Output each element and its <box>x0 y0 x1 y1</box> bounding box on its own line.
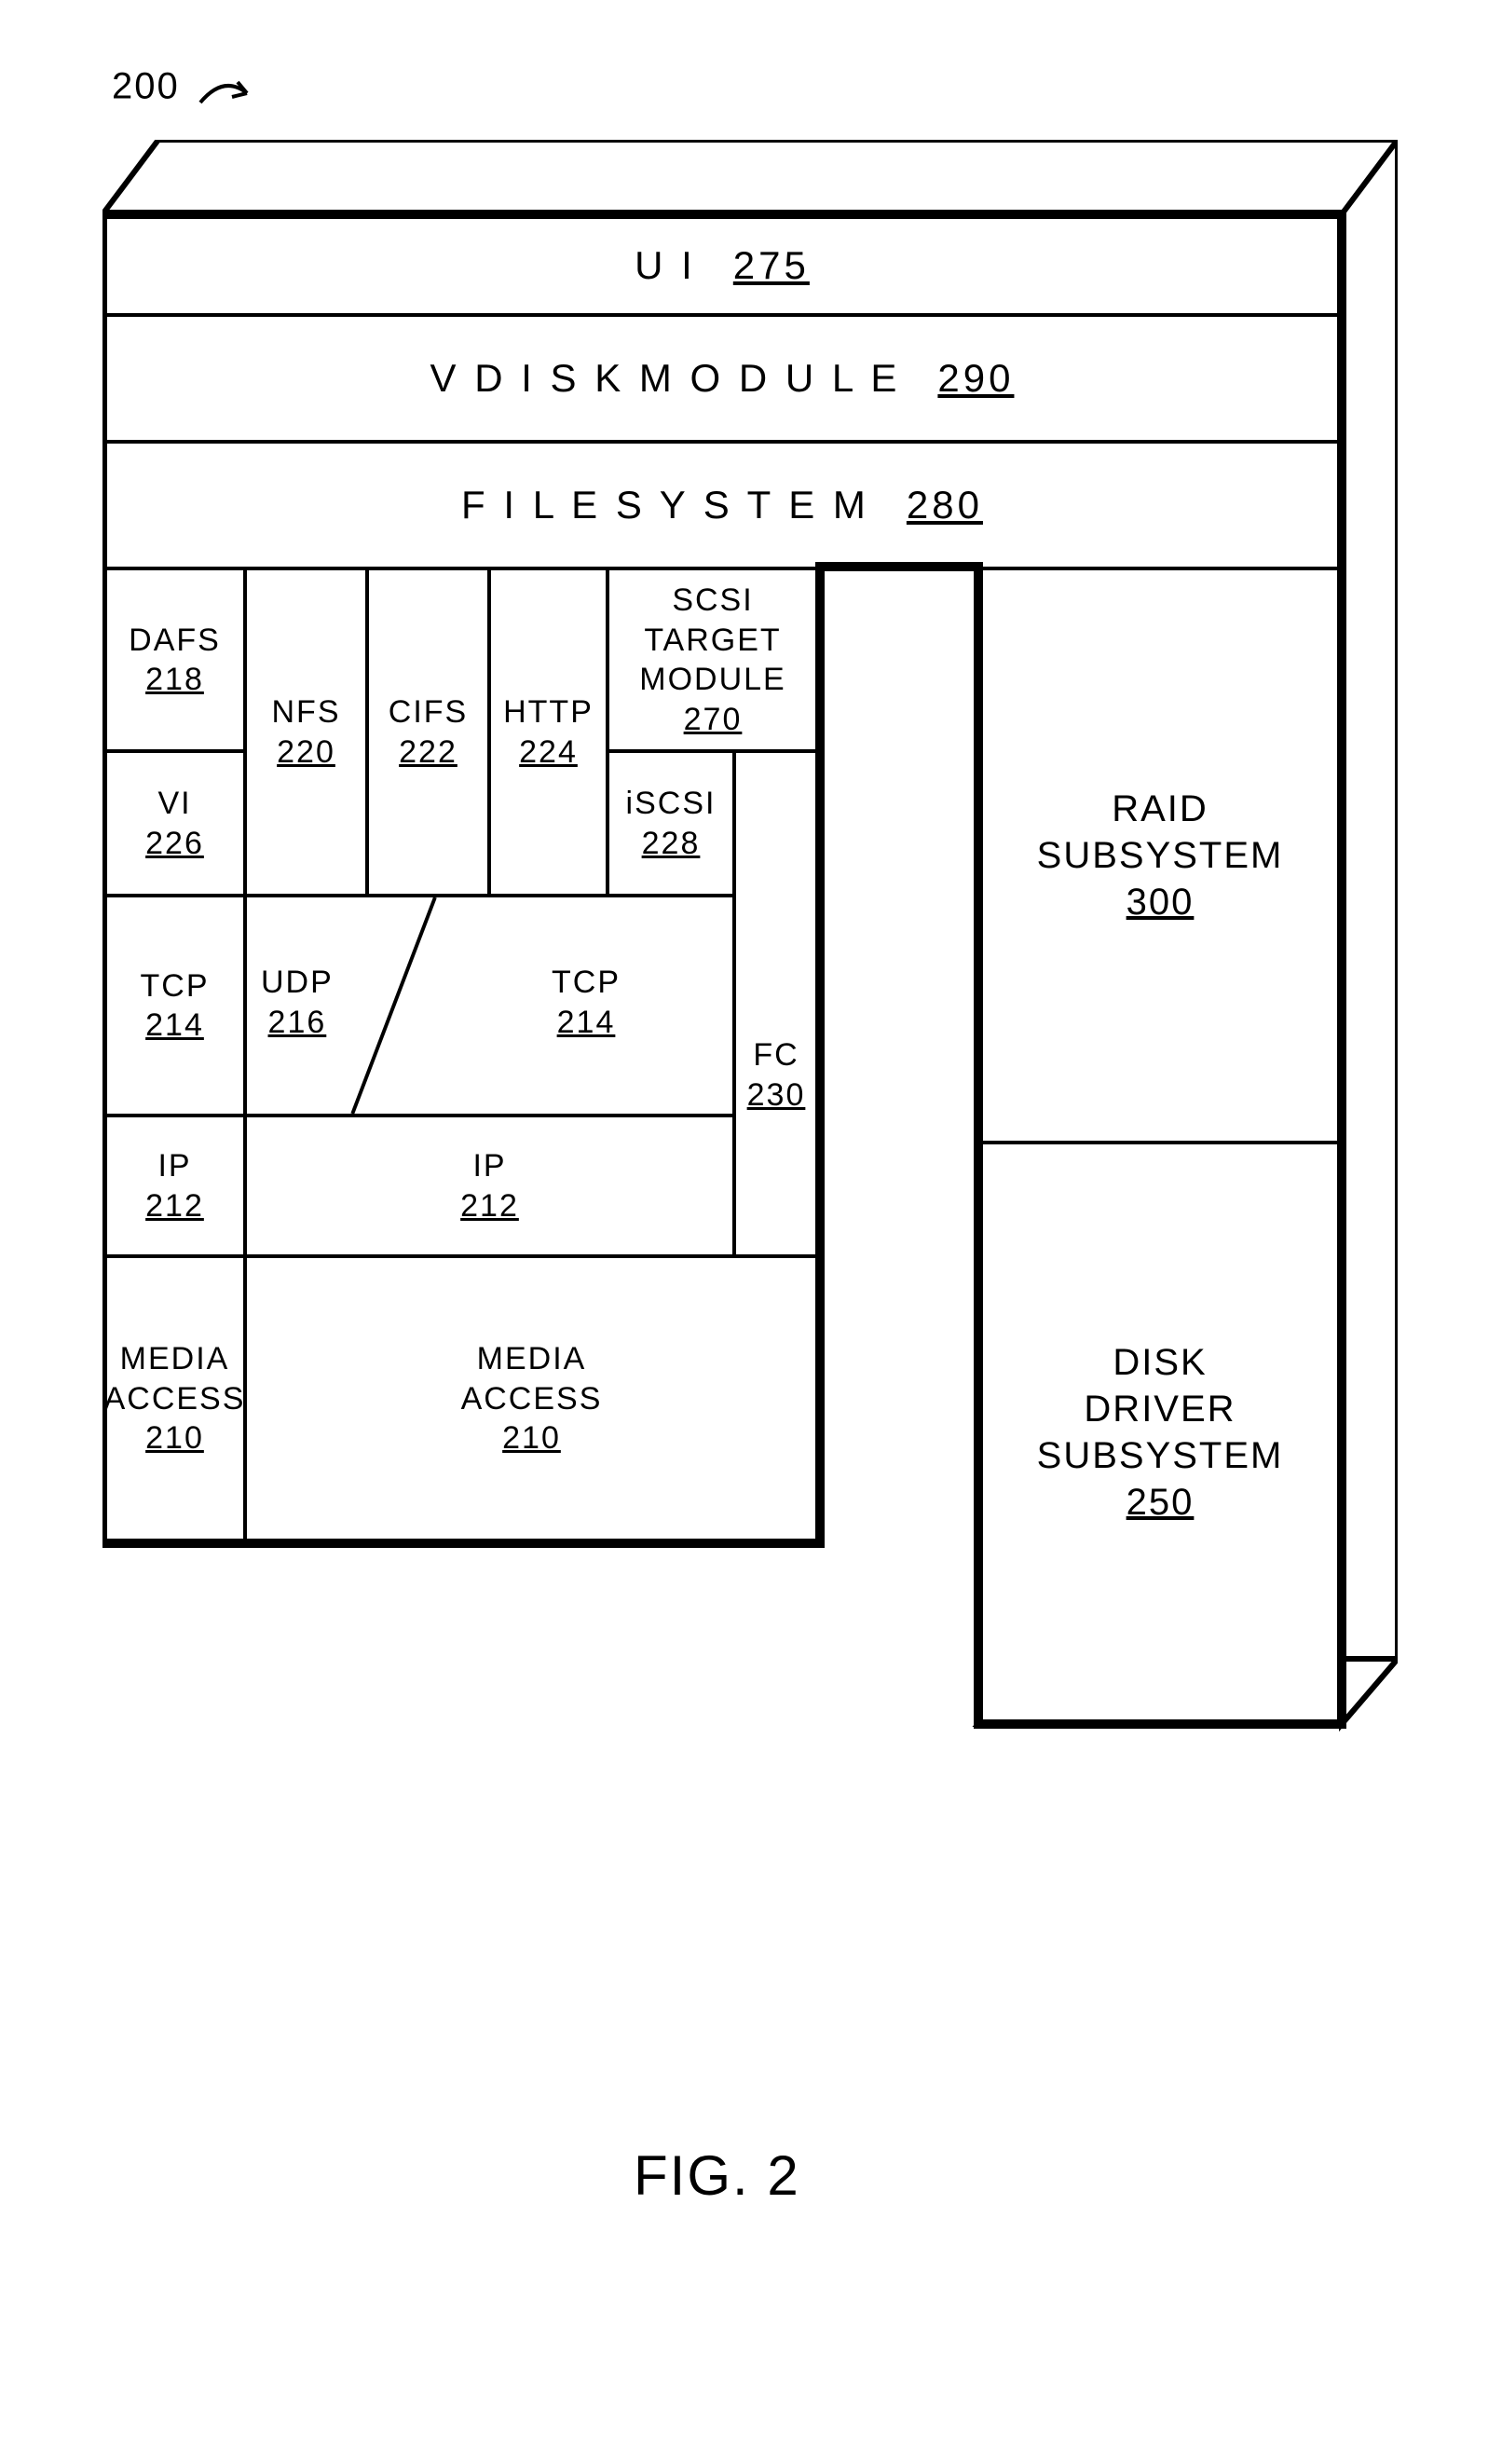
fs-num: 280 <box>907 481 983 530</box>
figure-caption: FIG. 2 <box>634 2143 800 2208</box>
udp-tcp-split: UDP 216 TCP 214 <box>243 894 736 1117</box>
vdisk-module-layer: V D I S K M O D U L E 290 <box>102 313 1342 444</box>
dafs-block: DAFS 218 <box>102 567 247 753</box>
raid-num: 300 <box>1126 879 1195 925</box>
raid-label: RAIDSUBSYSTEM <box>1037 786 1284 879</box>
diagram-stage: U I 275 V D I S K M O D U L E 290 F I L … <box>102 140 1398 2004</box>
nfs-block: NFS 220 <box>243 567 369 897</box>
ui-num: 275 <box>733 241 810 291</box>
iscsi-block: iSCSI 228 <box>606 749 736 897</box>
tcp-left-block: TCP 214 <box>102 894 247 1117</box>
vi-block: VI 226 <box>102 749 247 897</box>
raid-subsystem: RAIDSUBSYSTEM 300 <box>978 567 1342 1144</box>
scsi-target-block: SCSI TARGETMODULE 270 <box>606 567 820 753</box>
ip-left-block: IP 212 <box>102 1114 247 1258</box>
fs-label: F I L E S Y S T E M <box>461 481 869 530</box>
diskdrv-label: DISKDRIVERSUBSYSTEM <box>1037 1339 1284 1479</box>
disk-driver-subsystem: DISKDRIVERSUBSYSTEM 250 <box>978 1141 1342 1724</box>
vdisk-label: V D I S K M O D U L E <box>430 354 901 404</box>
cifs-block: CIFS 222 <box>365 567 491 897</box>
tcp-r-num: 214 <box>552 1003 621 1043</box>
udp-label: UDP <box>261 963 334 1003</box>
file-system-layer: F I L E S Y S T E M 280 <box>102 440 1342 570</box>
diskdrv-num: 250 <box>1126 1479 1195 1526</box>
udp-num: 216 <box>261 1003 334 1043</box>
ui-layer: U I 275 <box>102 214 1342 317</box>
tcp-r-label: TCP <box>552 963 621 1003</box>
ip-right-block: IP 212 <box>243 1114 736 1258</box>
media-access-right: MEDIAACCESS 210 <box>243 1254 820 1543</box>
figure-ref: 200 <box>112 65 261 112</box>
ui-label: U I <box>635 241 696 291</box>
media-access-left: MEDIAACCESS 210 <box>102 1254 247 1543</box>
http-block: HTTP 224 <box>487 567 609 897</box>
vdisk-num: 290 <box>937 354 1014 404</box>
spacer-top-right <box>816 567 824 753</box>
